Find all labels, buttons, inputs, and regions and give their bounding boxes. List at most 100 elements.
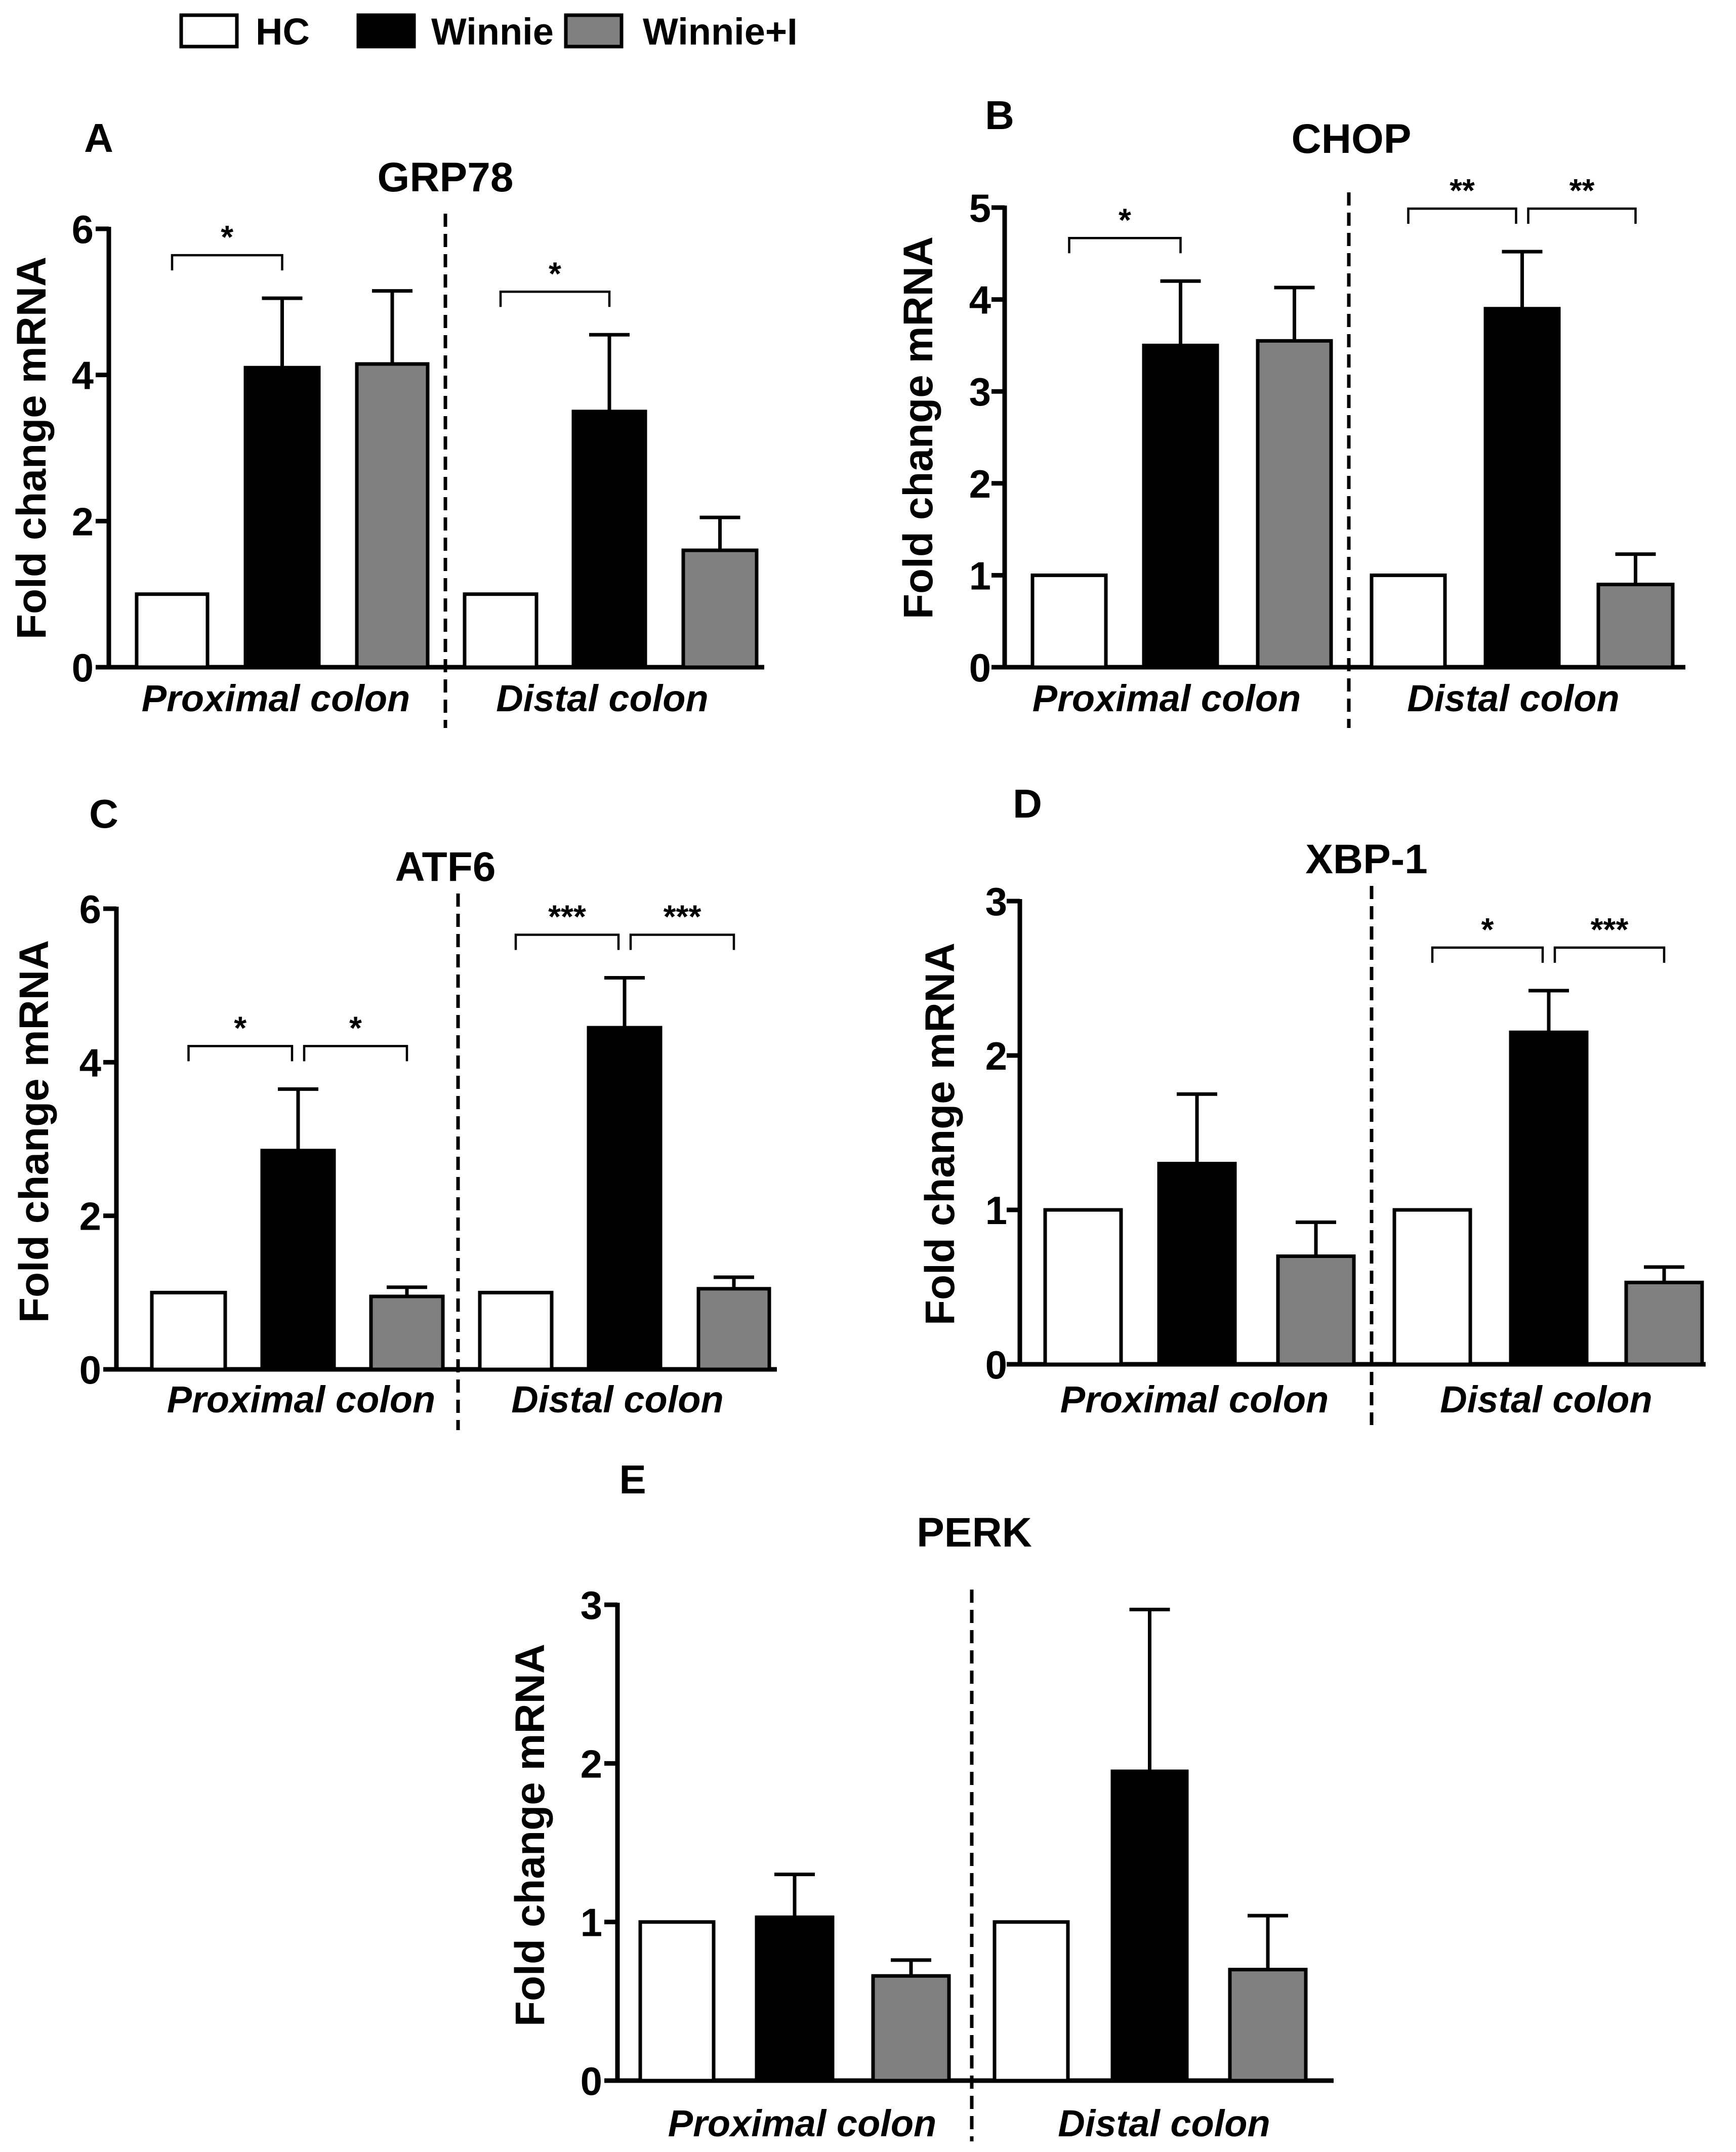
y-tick-label-b-3: 3 — [969, 370, 991, 414]
y-tick-label-c-3: 6 — [79, 887, 101, 931]
bar-a-g1-hc — [135, 592, 210, 669]
bar-a-g2-hc — [463, 592, 539, 669]
significance-label-a-1: * — [221, 219, 233, 255]
panel-d: D XBP-1 Fold change mRNA 0 1 2 3 Proximal colon… — [917, 781, 1706, 1425]
significance-bracket-c-2 — [303, 1045, 408, 1062]
significance-bracket-c-4 — [629, 933, 735, 950]
error-bar-c-g1-2 — [278, 1087, 318, 1151]
panel-letter-d: D — [1013, 781, 1042, 826]
error-bar-a-g2-3 — [699, 515, 740, 551]
significance-label-c-4: *** — [664, 899, 701, 935]
y-tick-label-d-1: 1 — [985, 1188, 1007, 1233]
significance-bracket-b-2 — [1407, 207, 1517, 224]
error-bar-a-g1-2 — [262, 296, 303, 368]
group-label-b-2: Distal colon — [1407, 677, 1619, 719]
error-bar-b-g2-2 — [1502, 250, 1543, 309]
bar-c-g2-winnie-i — [696, 1287, 771, 1371]
y-tick-label-e-3: 3 — [581, 1583, 602, 1628]
error-bar-d-g1-3 — [1296, 1220, 1336, 1256]
group-label-a-2: Distal colon — [496, 677, 708, 719]
bar-b-g2-winnie — [1483, 307, 1561, 669]
y-axis-label-a: Fold change mRNA — [9, 257, 55, 639]
bar-c-g2-winnie — [587, 1026, 663, 1371]
bar-d-g1-hc — [1043, 1208, 1123, 1366]
y-tick-label-c-0: 0 — [79, 1348, 101, 1392]
y-axis-label-d: Fold change mRNA — [917, 943, 963, 1325]
bar-e-g1-winnie — [755, 1915, 835, 2083]
bar-b-g1-hc — [1030, 573, 1108, 669]
y-tick-label-a-1: 2 — [72, 499, 94, 544]
panel-e: E PERK Fold change mRNA 0 1 2 3 Proximal colon D… — [507, 1457, 1334, 2144]
panel-b: B CHOP Fold change mRNA 0 1 2 3 4 5 Proximal colo… — [895, 93, 1685, 728]
y-tick-label-a-3: 6 — [72, 207, 94, 252]
y-tick-label-c-1: 2 — [79, 1194, 101, 1239]
error-bar-c-g2-2 — [604, 976, 645, 1028]
legend-label-2: Winnie — [431, 11, 554, 53]
error-bar-e-g2-2 — [1129, 1607, 1170, 1771]
y-tick-label-b-2: 2 — [969, 462, 991, 506]
y-tick-label-d-0: 0 — [985, 1343, 1007, 1387]
bar-c-g1-hc — [150, 1290, 227, 1371]
error-bar-d-g2-3 — [1644, 1265, 1684, 1283]
error-bar-b-g1-3 — [1274, 286, 1315, 341]
chart-title-d: XBP-1 — [1305, 836, 1428, 882]
significance-label-c-3: *** — [548, 899, 586, 935]
error-bar-d-g1-2 — [1177, 1092, 1217, 1164]
y-tick-label-a-0: 0 — [72, 645, 94, 690]
bar-d-g2-winnie-i — [1624, 1280, 1704, 1366]
group-label-d-1: Proximal colon — [1060, 1378, 1329, 1420]
bar-d-g1-winnie — [1157, 1162, 1237, 1366]
panel-letter-a: A — [84, 115, 113, 160]
y-axis-label-b: Fold change mRNA — [895, 236, 941, 619]
y-axis-label-c: Fold change mRNA — [11, 940, 57, 1323]
group-label-c-2: Distal colon — [511, 1378, 723, 1420]
error-bar-a-g2-2 — [589, 333, 630, 412]
chart-title-b: CHOP — [1292, 116, 1412, 162]
error-bar-c-g2-3 — [714, 1275, 754, 1289]
significance-label-b-1: * — [1119, 201, 1131, 238]
panel-letter-c: C — [89, 791, 118, 836]
significance-label-d-1: * — [1481, 911, 1494, 948]
error-bar-a-g1-3 — [372, 289, 412, 364]
bar-d-g2-winnie — [1509, 1030, 1589, 1366]
error-bar-b-g1-2 — [1160, 279, 1201, 346]
y-tick-label-c-2: 4 — [79, 1040, 101, 1085]
bar-a-g1-winnie — [243, 366, 321, 669]
bar-d-g1-winnie-i — [1276, 1254, 1356, 1366]
chart-title-c: ATF6 — [395, 844, 496, 890]
error-bar-e-g1-3 — [891, 1958, 931, 1976]
panel-c: C ATF6 Fold change mRNA 0 2 4 6 Proximal colon D… — [11, 791, 777, 1430]
chart-title-a: GRP78 — [378, 154, 514, 200]
group-label-a-1: Proximal colon — [142, 677, 410, 719]
legend-swatch-2 — [356, 13, 416, 49]
significance-bracket-c-3 — [514, 933, 620, 950]
y-tick-label-b-1: 1 — [969, 553, 991, 598]
bar-b-g1-winnie-i — [1256, 339, 1333, 669]
error-bar-b-g2-3 — [1615, 552, 1656, 585]
significance-label-d-2: *** — [1591, 911, 1629, 948]
group-label-b-1: Proximal colon — [1032, 677, 1301, 719]
y-tick-label-b-5: 5 — [969, 186, 991, 230]
significance-label-a-2: * — [549, 255, 561, 292]
group-label-e-1: Proximal colon — [668, 2102, 936, 2144]
legend-label-1: HC — [256, 11, 310, 53]
significance-bracket-a-2 — [499, 291, 611, 307]
error-bar-e-g2-3 — [1248, 1914, 1288, 1970]
significance-label-b-3: ** — [1569, 172, 1595, 209]
legend-label-3: Winnie+I — [643, 11, 798, 53]
bar-e-g1-winnie-i — [871, 1974, 951, 2083]
bar-a-g2-winnie — [571, 410, 647, 669]
y-tick-label-b-0: 0 — [969, 645, 991, 690]
y-tick-label-d-3: 3 — [985, 879, 1007, 924]
bar-d-g2-hc — [1392, 1208, 1472, 1366]
y-tick-label-e-0: 0 — [581, 2059, 602, 2103]
y-tick-label-a-2: 4 — [72, 353, 94, 398]
significance-label-c-2: * — [349, 1009, 362, 1046]
y-tick-label-e-1: 1 — [581, 1900, 602, 1945]
bar-c-g1-winnie-i — [369, 1294, 445, 1371]
panel-letter-e: E — [619, 1457, 646, 1502]
group-label-c-1: Proximal colon — [167, 1378, 435, 1420]
bar-c-g1-winnie — [260, 1149, 336, 1371]
significance-bracket-d-2 — [1553, 946, 1666, 963]
